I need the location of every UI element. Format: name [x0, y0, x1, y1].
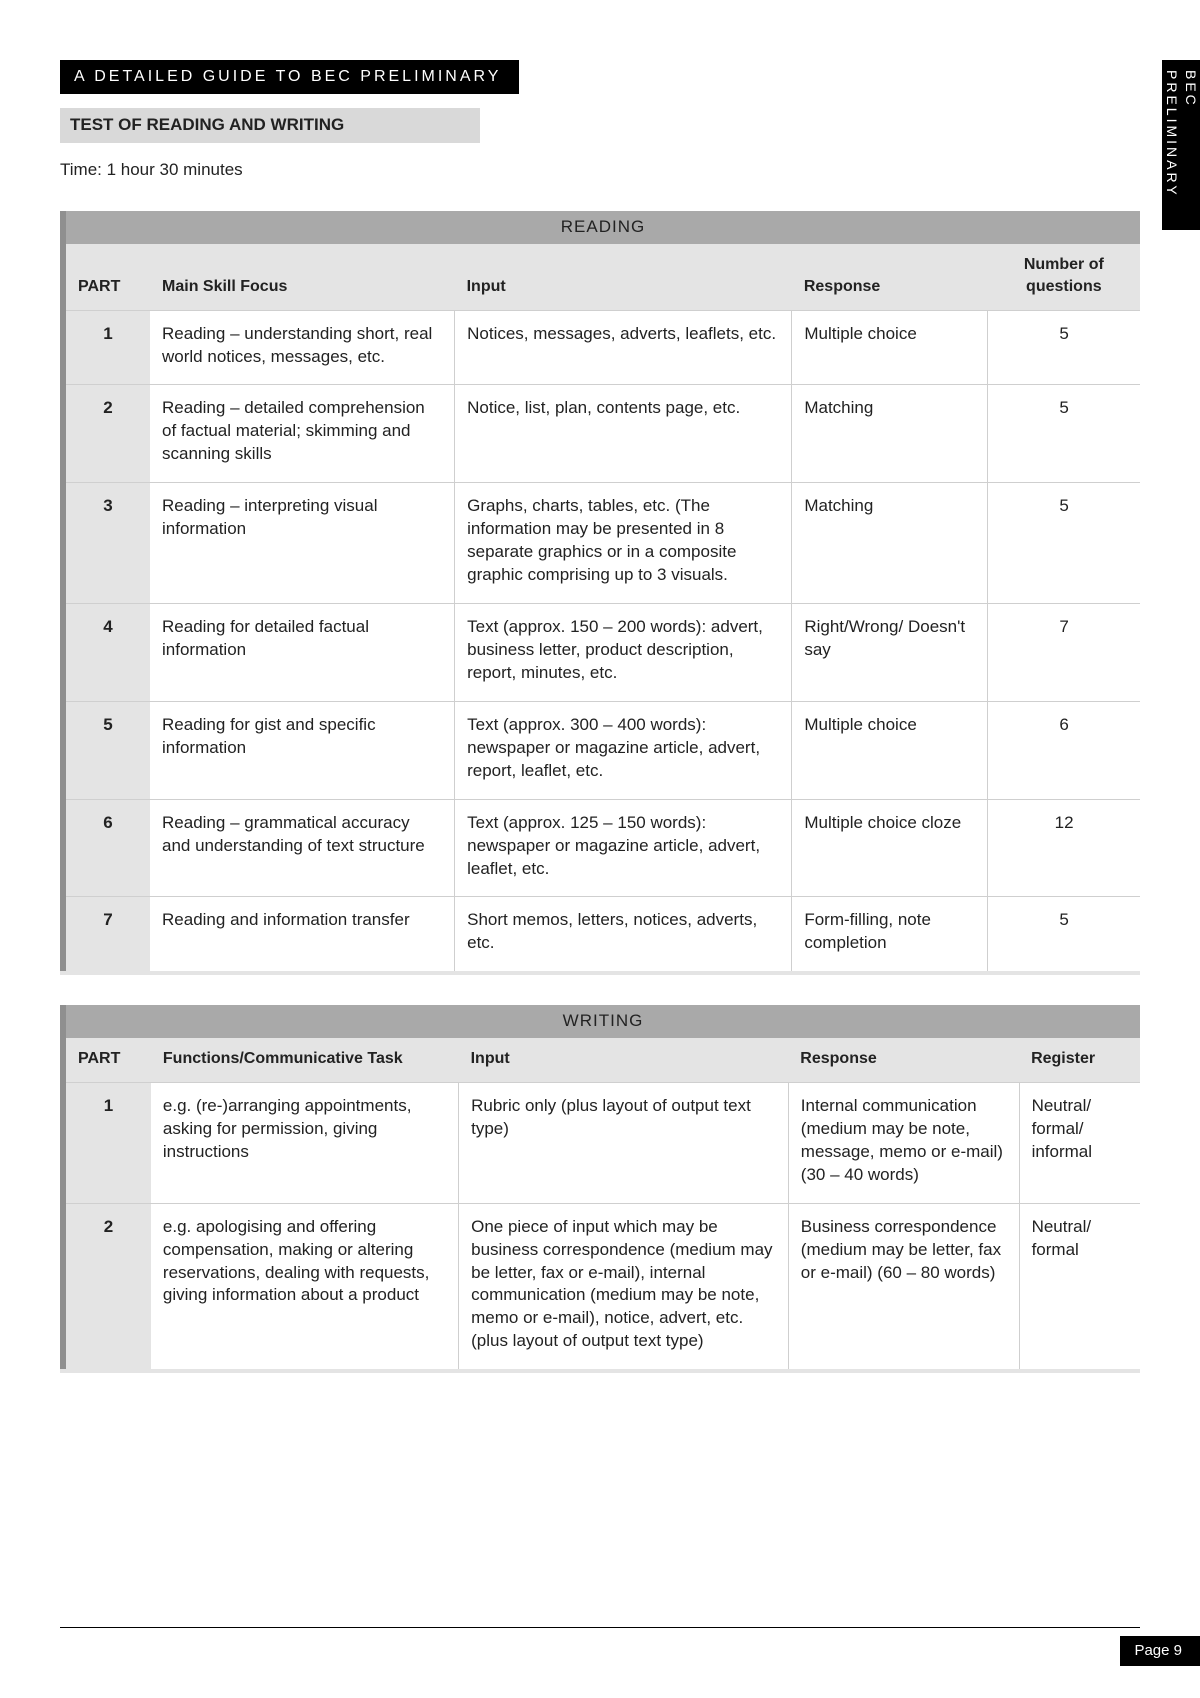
cell-input: Text (approx. 300 – 400 words): newspape… [455, 701, 792, 799]
cell-response: Multiple choice [792, 310, 988, 385]
table-row: 7Reading and information transferShort m… [63, 897, 1140, 971]
col-num: Number of questions [988, 244, 1140, 310]
cell-num: 5 [988, 897, 1140, 971]
col-part: PART [63, 244, 150, 310]
cell-skill: Reading – understanding short, real worl… [150, 310, 455, 385]
table-row: 2Reading – detailed comprehension of fac… [63, 385, 1140, 483]
cell-skill: Reading – interpreting visual informatio… [150, 483, 455, 604]
col-response: Response [792, 244, 988, 310]
col-input: Input [459, 1038, 789, 1082]
table-row: 1e.g. (re-)arranging appointments, askin… [63, 1082, 1140, 1203]
cell-num: 12 [988, 799, 1140, 897]
cell-input: Text (approx. 125 – 150 words): newspape… [455, 799, 792, 897]
cell-input: Graphs, charts, tables, etc. (The inform… [455, 483, 792, 604]
cell-num: 5 [988, 385, 1140, 483]
cell-part: 5 [63, 701, 150, 799]
cell-num: 5 [988, 310, 1140, 385]
cell-part: 3 [63, 483, 150, 604]
writing-header-row: PART Functions/Communicative Task Input … [63, 1038, 1140, 1082]
table-row: 1Reading – understanding short, real wor… [63, 310, 1140, 385]
cell-part: 6 [63, 799, 150, 897]
reading-table-wrap: READING PART Main Skill Focus Input Resp… [60, 211, 1140, 975]
page-content: A DETAILED GUIDE TO BEC PRELIMINARY TEST… [0, 0, 1200, 1373]
table-row: 5Reading for gist and specific informati… [63, 701, 1140, 799]
table-row: 3Reading – interpreting visual informati… [63, 483, 1140, 604]
cell-response: Form-filling, note completion [792, 897, 988, 971]
table-row: 6Reading – grammatical accuracy and unde… [63, 799, 1140, 897]
cell-input: Text (approx. 150 – 200 words): advert, … [455, 604, 792, 702]
cell-response: Right/Wrong/ Doesn't say [792, 604, 988, 702]
cell-input: Rubric only (plus layout of output text … [459, 1082, 789, 1203]
writing-title: WRITING [60, 1005, 1140, 1038]
cell-skill: Reading and information transfer [150, 897, 455, 971]
time-line: Time: 1 hour 30 minutes [60, 159, 1140, 182]
cell-part: 7 [63, 897, 150, 971]
cell-response: Matching [792, 483, 988, 604]
col-register: Register [1019, 1038, 1140, 1082]
page-number: Page 9 [1120, 1636, 1200, 1666]
cell-skill: Reading for gist and specific informatio… [150, 701, 455, 799]
cell-skill: Reading – detailed comprehension of fact… [150, 385, 455, 483]
header-black-bar: A DETAILED GUIDE TO BEC PRELIMINARY [60, 60, 519, 94]
table-row: 2e.g. apologising and offering compensat… [63, 1203, 1140, 1369]
col-task: Functions/Communicative Task [151, 1038, 459, 1082]
cell-part: 4 [63, 604, 150, 702]
cell-task: e.g. apologising and offering compensati… [151, 1203, 459, 1369]
subheader-bar: TEST OF READING AND WRITING [60, 108, 480, 143]
cell-task: e.g. (re-)arranging appointments, asking… [151, 1082, 459, 1203]
cell-part: 2 [63, 385, 150, 483]
cell-register: Neutral/ formal/ informal [1019, 1082, 1140, 1203]
col-part: PART [63, 1038, 151, 1082]
cell-skill: Reading for detailed factual information [150, 604, 455, 702]
cell-part: 1 [63, 310, 150, 385]
writing-table-wrap: WRITING PART Functions/Communicative Tas… [60, 1005, 1140, 1373]
cell-num: 7 [988, 604, 1140, 702]
cell-num: 6 [988, 701, 1140, 799]
cell-part: 2 [63, 1203, 151, 1369]
col-input: Input [455, 244, 792, 310]
cell-skill: Reading – grammatical accuracy and under… [150, 799, 455, 897]
cell-register: Neutral/ formal [1019, 1203, 1140, 1369]
cell-input: Notices, messages, adverts, leaflets, et… [455, 310, 792, 385]
cell-response: Matching [792, 385, 988, 483]
col-response: Response [788, 1038, 1019, 1082]
cell-response: Business corres­pondence (medium may be … [788, 1203, 1019, 1369]
reading-table: PART Main Skill Focus Input Response Num… [60, 244, 1140, 971]
footer-rule [60, 1627, 1140, 1628]
cell-response: Multiple choice [792, 701, 988, 799]
reading-title: READING [60, 211, 1140, 244]
col-skill: Main Skill Focus [150, 244, 455, 310]
cell-input: One piece of input which may be business… [459, 1203, 789, 1369]
cell-input: Notice, list, plan, contents page, etc. [455, 385, 792, 483]
reading-header-row: PART Main Skill Focus Input Response Num… [63, 244, 1140, 310]
cell-input: Short memos, letters, notices, adverts, … [455, 897, 792, 971]
cell-num: 5 [988, 483, 1140, 604]
cell-response: Internal communication (medium may be no… [788, 1082, 1019, 1203]
cell-response: Multiple choice cloze [792, 799, 988, 897]
side-tab: BEC PRELIMINARY [1162, 60, 1200, 230]
writing-table: PART Functions/Communicative Task Input … [60, 1038, 1140, 1369]
table-row: 4Reading for detailed factual informatio… [63, 604, 1140, 702]
cell-part: 1 [63, 1082, 151, 1203]
